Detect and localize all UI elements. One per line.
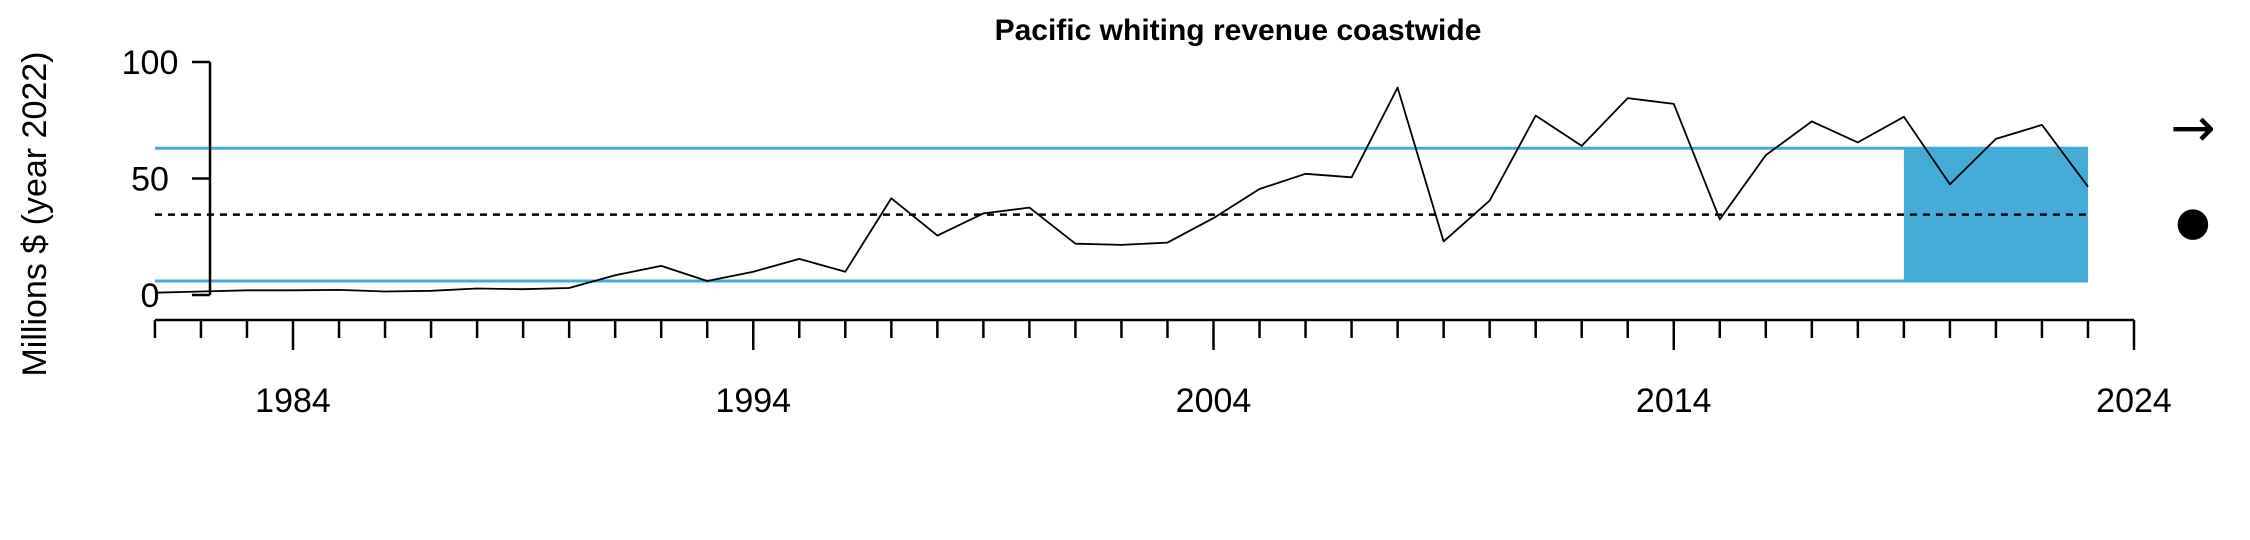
reference-lines — [154, 146, 2088, 283]
y-tick-label: 0 — [141, 277, 160, 315]
status-dot-icon: ● — [2176, 199, 2211, 245]
chart-title: Pacific whiting revenue coastwide — [995, 14, 1482, 47]
y-tick-label: 50 — [131, 161, 169, 199]
x-tick-label: 2004 — [1176, 382, 1252, 420]
x-tick-label: 1994 — [715, 382, 791, 420]
y-axis-label: Millions $ (year 2022) — [16, 51, 54, 376]
x-axis: 1984 1994 2004 2014 2024 — [153, 318, 2172, 420]
revenue-series-line — [154, 86, 2089, 294]
x-tick-label: 1984 — [255, 382, 331, 420]
x-tick-label: 2014 — [1636, 382, 1712, 420]
recent-window-band — [1903, 148, 2088, 282]
y-tick-label: 100 — [122, 44, 179, 82]
trend-arrow-icon: → — [2170, 96, 2215, 159]
x-tick-label: 2024 — [2096, 382, 2172, 420]
data-series — [154, 86, 2089, 294]
recent-window-rect — [1903, 148, 2088, 282]
y-axis: 0 50 100 — [122, 44, 212, 315]
